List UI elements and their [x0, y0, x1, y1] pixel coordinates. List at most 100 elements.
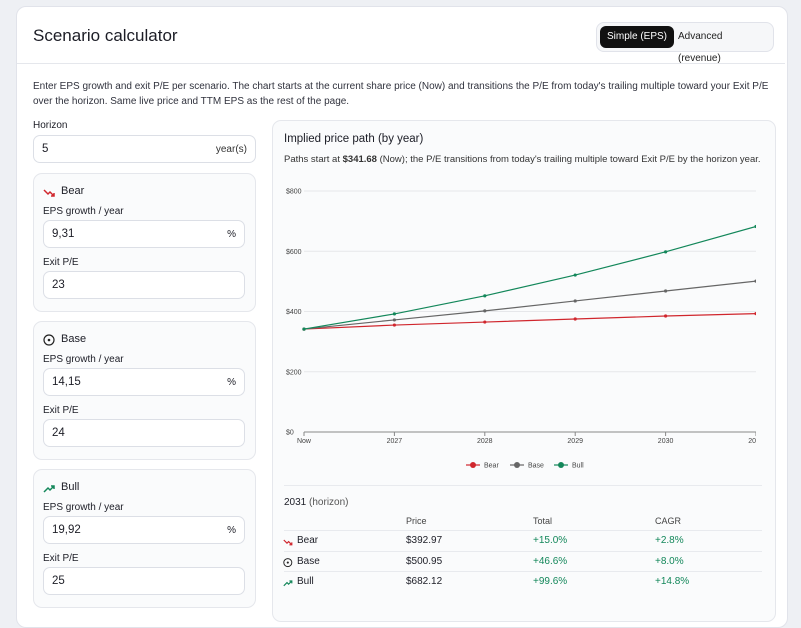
scenario-icon — [43, 185, 55, 203]
y-tick-label: $200 — [286, 369, 302, 376]
panel-subtitle: Paths start at $341.68 (Now); the P/E tr… — [284, 154, 761, 165]
legend-swatch — [470, 462, 476, 468]
panel-title: Implied price path (by year) — [284, 133, 424, 145]
input-value: 5 — [42, 143, 49, 155]
base-icon — [43, 334, 55, 346]
input-unit: % — [227, 229, 236, 240]
scenario-icon — [43, 333, 55, 351]
table-caption: 2031 (horizon) — [284, 497, 349, 508]
tab[interactable]: Advanced (revenue) — [678, 31, 723, 64]
x-tick-label: 2029 — [567, 438, 583, 445]
base-icon — [283, 557, 293, 567]
legend-swatch — [558, 462, 564, 468]
divider — [17, 63, 785, 64]
mode-tabs: Simple (EPS) Advanced (revenue) — [596, 22, 774, 64]
bull-icon — [43, 485, 55, 493]
scenario-icon — [43, 481, 55, 499]
bull-icon — [283, 580, 293, 587]
table-year-note: (horizon) — [309, 497, 349, 508]
cell: $392.97 — [406, 535, 443, 546]
x-tick-label: 2030 — [658, 438, 674, 445]
input-value: 24 — [52, 427, 65, 439]
pe-input[interactable]: 25 — [43, 567, 245, 595]
cell: $500.95 — [406, 555, 443, 567]
scenario-name: Bear — [61, 185, 85, 197]
field-label: Exit P/E — [43, 405, 79, 416]
point — [392, 312, 396, 316]
x-tick-label: 2028 — [477, 438, 493, 445]
point — [664, 289, 668, 293]
intro-text: Enter EPS growth and exit P/E per scenar… — [33, 81, 769, 107]
pe-input[interactable]: 24 — [43, 419, 245, 447]
cell: +2.8% — [655, 535, 684, 546]
y-tick-label: $400 — [286, 309, 302, 316]
x-tick-label: 2027 — [387, 438, 403, 445]
cell: +99.6% — [533, 576, 568, 587]
point — [573, 299, 577, 303]
divider — [284, 485, 762, 486]
row-divider — [284, 550, 762, 552]
input-value: 23 — [52, 279, 65, 291]
field-label: EPS growth / year — [43, 502, 124, 513]
scenario-name: Bull — [61, 481, 80, 493]
point — [392, 323, 396, 327]
row-icon — [283, 557, 293, 571]
input-value: 9,31 — [52, 228, 75, 240]
subtitle-text: Paths start at — [284, 154, 340, 165]
input-value: 19,92 — [52, 524, 81, 536]
field-label: Exit P/E — [43, 257, 79, 268]
table-year: 2031 — [284, 497, 307, 508]
point — [483, 320, 487, 324]
point — [754, 224, 756, 229]
column-header: Price — [406, 516, 427, 526]
growth-input[interactable]: 9,31 % — [43, 220, 245, 248]
column-header: Total — [533, 516, 553, 526]
point — [664, 250, 668, 254]
cell: +14.8% — [655, 576, 690, 587]
horizon-label: Horizon — [33, 120, 68, 131]
tab[interactable]: Simple (EPS) — [600, 26, 675, 48]
input-unit: % — [227, 377, 236, 388]
subtitle-price: $341.68 — [342, 154, 377, 165]
point — [754, 312, 756, 316]
y-tick-label: $0 — [286, 430, 294, 437]
horizon-input[interactable]: 5 year(s) — [33, 135, 256, 163]
series-line — [303, 313, 756, 330]
column-header: CAGR — [655, 516, 682, 526]
series-line — [303, 225, 756, 330]
point — [754, 279, 756, 283]
point — [573, 273, 577, 277]
input-unit: year(s) — [215, 144, 247, 155]
growth-input[interactable]: 14,15 % — [43, 368, 245, 396]
field-label: EPS growth / year — [43, 206, 124, 217]
subtitle-text: (Now); the P/E transitions from today's … — [379, 154, 761, 165]
field-label: Exit P/E — [43, 553, 79, 564]
pe-input[interactable]: 23 — [43, 271, 245, 299]
field-label: EPS growth / year — [43, 354, 124, 365]
chart-panel — [272, 120, 776, 622]
x-tick-label: 2031 — [748, 438, 756, 445]
row-icon — [283, 577, 293, 591]
series-line — [303, 280, 756, 330]
title: Scenario calculator — [33, 26, 178, 45]
row-name: Bear — [297, 535, 319, 546]
point — [302, 327, 306, 331]
point — [664, 314, 668, 318]
cell: +8.0% — [655, 555, 684, 567]
row-name: Bull — [297, 576, 314, 587]
row-name: Base — [297, 555, 320, 567]
input-value: 25 — [52, 575, 65, 587]
point — [483, 309, 487, 313]
page: Scenario calculator {"header": {"title":… — [16, 6, 788, 628]
screen: Scenario calculator Simple (EPS) Advance… — [16, 6, 788, 628]
legend-label: Base — [528, 463, 544, 470]
cell: $682.12 — [406, 576, 443, 587]
bear-icon — [283, 539, 293, 546]
input-unit: % — [227, 525, 236, 536]
row-divider — [284, 530, 762, 531]
row-icon — [283, 536, 293, 550]
scenario-name: Base — [61, 333, 87, 345]
chart: $0 $200 $400 $600 $800 Now 2027 2028 2029 2030 203… — [286, 189, 756, 470]
cell: +46.6% — [533, 555, 568, 567]
growth-input[interactable]: 19,92 % — [43, 516, 245, 544]
